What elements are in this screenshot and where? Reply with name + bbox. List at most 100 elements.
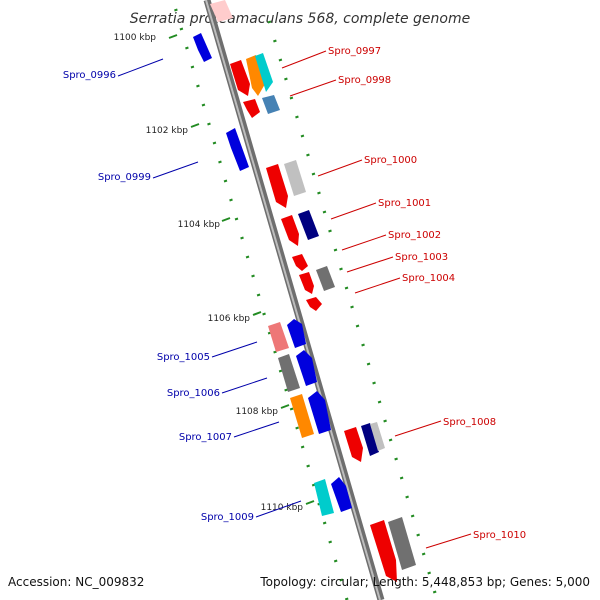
gene-spro-1010a[interactable] bbox=[370, 520, 397, 582]
gene-spro-1000b[interactable] bbox=[284, 160, 306, 196]
ruler-tick bbox=[305, 500, 315, 505]
gene-spro-0996[interactable] bbox=[193, 33, 212, 62]
gene-spro-0997a[interactable] bbox=[230, 60, 250, 96]
genome-summary-text: Topology: circular; Length: 5,448,853 bp… bbox=[259, 575, 590, 589]
leader-spro-0996 bbox=[117, 58, 164, 77]
gene-spro-0998b[interactable] bbox=[262, 95, 280, 114]
leader-spro-1004 bbox=[354, 277, 401, 294]
label-spro-1009[interactable]: Spro_1009 bbox=[201, 512, 254, 523]
leader-spro-1005 bbox=[211, 341, 258, 358]
gene-spro-0999[interactable] bbox=[226, 128, 249, 171]
gene-spro-1009a[interactable] bbox=[314, 479, 334, 516]
gene-spro-1005a[interactable] bbox=[268, 322, 289, 352]
gene-spro-1008a[interactable] bbox=[344, 427, 363, 462]
ruler-tick bbox=[280, 404, 290, 409]
track-tick bbox=[256, 293, 261, 297]
track-tick bbox=[267, 20, 272, 24]
gene-labels: Spro_0997 Spro_0998 Spro_0996 Spro_0999 … bbox=[63, 46, 526, 541]
label-spro-0996[interactable]: Spro_0996 bbox=[63, 70, 116, 81]
gene-spro-1005b[interactable] bbox=[287, 319, 306, 348]
leader-spro-1009 bbox=[255, 500, 302, 518]
track-tick bbox=[344, 286, 349, 290]
track-tick bbox=[388, 438, 393, 442]
leader-spro-0999 bbox=[152, 161, 199, 179]
map-title: Serratia proteamaculans 568, complete ge… bbox=[130, 11, 470, 27]
track-tick bbox=[179, 27, 184, 31]
gene-spro-1007b[interactable] bbox=[308, 391, 331, 434]
label-spro-0998[interactable]: Spro_0998 bbox=[338, 75, 391, 86]
track-tick bbox=[229, 198, 233, 202]
track-tick bbox=[339, 578, 344, 582]
label-spro-1001[interactable]: Spro_1001 bbox=[378, 198, 431, 209]
forward-strand-genes bbox=[210, 0, 416, 582]
track-tick bbox=[262, 312, 266, 316]
accession-text: Accession: NC_009832 bbox=[8, 575, 144, 589]
gene-top-pink[interactable] bbox=[210, 0, 233, 22]
tick-tracks bbox=[174, 8, 437, 600]
track-tick bbox=[218, 160, 222, 164]
gene-spro-1001b[interactable] bbox=[298, 210, 319, 240]
gene-spro-1000a[interactable] bbox=[266, 164, 288, 208]
label-spro-1006[interactable]: Spro_1006 bbox=[167, 388, 220, 399]
track-tick bbox=[278, 369, 283, 373]
label-spro-1008[interactable]: Spro_1008 bbox=[443, 417, 496, 428]
label-spro-1005[interactable]: Spro_1005 bbox=[157, 352, 210, 363]
gene-spro-0997c[interactable] bbox=[255, 53, 273, 92]
track-tick bbox=[300, 445, 305, 449]
track-tick bbox=[322, 521, 327, 525]
label-spro-1010[interactable]: Spro_1010 bbox=[473, 530, 526, 541]
label-spro-1000[interactable]: Spro_1000 bbox=[364, 155, 417, 166]
track-tick bbox=[212, 141, 217, 145]
track-tick bbox=[377, 400, 382, 404]
gene-spro-1004[interactable] bbox=[306, 297, 322, 311]
track-tick bbox=[328, 229, 332, 233]
track-tick bbox=[278, 58, 283, 62]
label-spro-0999[interactable]: Spro_0999 bbox=[98, 172, 151, 183]
gene-spro-1002[interactable] bbox=[292, 254, 308, 271]
genome-backbone-highlight bbox=[205, 0, 381, 600]
gene-spro-1009b[interactable] bbox=[331, 477, 352, 512]
gene-spro-1001a[interactable] bbox=[281, 215, 299, 246]
track-tick bbox=[410, 514, 415, 518]
track-tick bbox=[399, 476, 404, 480]
track-tick bbox=[295, 426, 299, 430]
track-tick bbox=[344, 597, 349, 600]
leader-spro-1010 bbox=[425, 533, 472, 549]
track-tick bbox=[372, 381, 376, 385]
track-tick bbox=[190, 65, 195, 69]
gene-spro-0998a[interactable] bbox=[243, 99, 260, 118]
track-tick bbox=[185, 46, 189, 50]
track-tick bbox=[322, 210, 327, 214]
label-spro-1002[interactable]: Spro_1002 bbox=[388, 230, 441, 241]
leader-spro-1008 bbox=[394, 420, 442, 437]
label-spro-1007[interactable]: Spro_1007 bbox=[179, 432, 232, 443]
track-tick bbox=[284, 77, 288, 81]
track-tick bbox=[201, 103, 206, 107]
gene-spro-1008c[interactable] bbox=[370, 422, 385, 451]
label-spro-1003[interactable]: Spro_1003 bbox=[395, 252, 448, 263]
gene-spro-1008b[interactable] bbox=[361, 423, 379, 456]
gene-spro-1003b[interactable] bbox=[316, 266, 335, 291]
gene-spro-1007a[interactable] bbox=[290, 394, 314, 438]
track-tick bbox=[328, 540, 332, 544]
gene-spro-1006b[interactable] bbox=[296, 350, 317, 386]
track-tick bbox=[366, 362, 371, 366]
track-tick bbox=[421, 552, 426, 556]
track-tick bbox=[245, 255, 250, 259]
gene-spro-0997b[interactable] bbox=[246, 55, 265, 96]
ruler-tick bbox=[221, 217, 231, 222]
gene-spro-1003a[interactable] bbox=[299, 272, 314, 294]
leader-spro-1006 bbox=[221, 377, 268, 394]
leader-spro-1002 bbox=[341, 234, 387, 251]
track-tick bbox=[284, 388, 288, 392]
track-tick bbox=[306, 153, 310, 157]
track-tick bbox=[416, 533, 420, 537]
track-tick bbox=[333, 559, 338, 563]
gene-spro-1010b[interactable] bbox=[388, 517, 416, 570]
leader-spro-0998 bbox=[289, 79, 337, 97]
track-tick bbox=[289, 407, 294, 411]
track-tick bbox=[317, 191, 321, 195]
label-spro-1004[interactable]: Spro_1004 bbox=[402, 273, 455, 284]
gene-spro-1006a[interactable] bbox=[278, 354, 300, 392]
label-spro-0997[interactable]: Spro_0997 bbox=[328, 46, 381, 57]
